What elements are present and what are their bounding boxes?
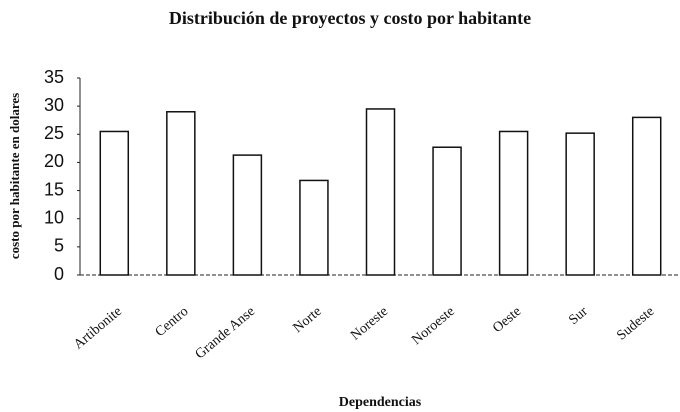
y-tick-label: 10 (44, 207, 64, 227)
bar (365, 108, 396, 276)
bar (565, 132, 595, 276)
y-tick-label: 15 (44, 179, 64, 199)
y-tick-label: 20 (44, 151, 64, 171)
x-tick-label: Norte (291, 304, 325, 336)
bar (432, 146, 462, 276)
bar (232, 154, 263, 276)
x-tick-label: Sur (566, 304, 591, 328)
bar (166, 111, 196, 276)
y-tick-label: 30 (44, 95, 64, 115)
x-tick-label: Oeste (490, 304, 524, 336)
x-tick-label: Centro (153, 304, 192, 340)
y-tick-label: 25 (44, 123, 64, 143)
bar (498, 130, 529, 276)
x-tick-label: Grande Anse (193, 304, 258, 362)
y-axis-label: costo por habitante en dolares (7, 93, 22, 259)
bar (631, 116, 662, 276)
x-tick-label: Artibonite (71, 304, 125, 352)
y-tick-label: 0 (54, 264, 64, 284)
y-tick-label: 5 (54, 236, 64, 256)
x-tick-label: Noroeste (409, 304, 457, 348)
bar (299, 179, 329, 276)
bar (99, 130, 130, 276)
x-axis-label: Dependencias (339, 395, 422, 410)
x-tick-label: Sudeste (614, 304, 657, 343)
y-tick-label: 35 (44, 67, 64, 87)
x-tick-label: Noreste (348, 304, 391, 343)
chart-title: Distribución de proyectos y costo por ha… (169, 8, 531, 28)
